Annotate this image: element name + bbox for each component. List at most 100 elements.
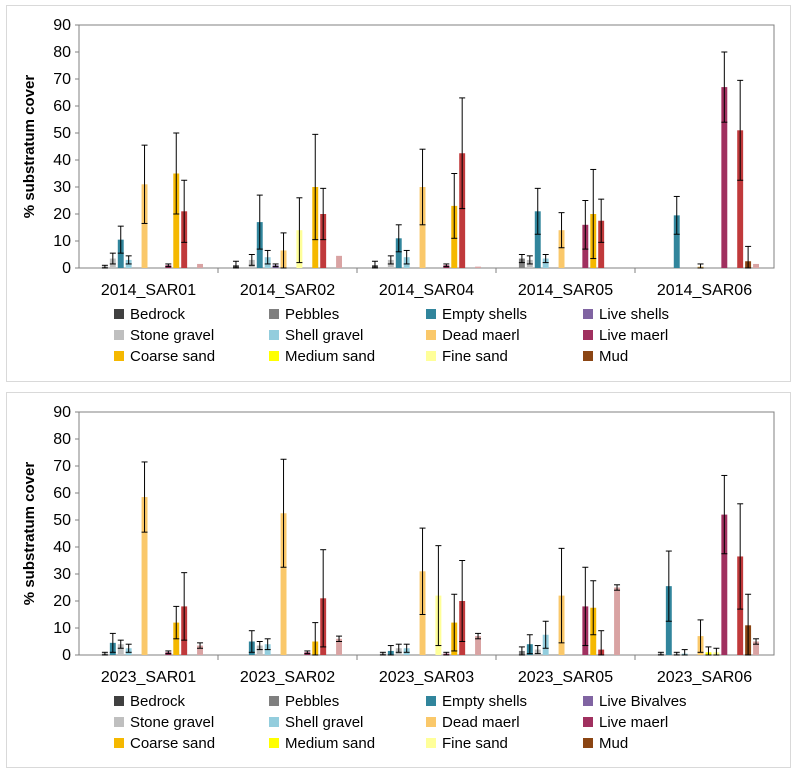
- chart-panel-2014: 0 10 20 30 40 50 60 70 80 90 % substratum cover 201…: [6, 5, 791, 382]
- legend-label: Mud: [599, 348, 628, 365]
- y-tick-label: 90: [53, 17, 71, 34]
- y-tick-label: 10: [53, 620, 71, 637]
- legend-label: Fine sand: [442, 348, 508, 365]
- legend-label: Pebbles: [285, 306, 339, 323]
- legend-label: Medium sand: [285, 348, 375, 365]
- bar: [197, 263, 203, 268]
- y-tick-label: 70: [53, 458, 71, 475]
- legend-label: Live maerl: [599, 327, 668, 344]
- x-tick-label: 2014_SAR06: [657, 282, 752, 299]
- legend-swatch: [583, 696, 593, 706]
- bar: [518, 258, 525, 268]
- legend-swatch: [583, 351, 593, 361]
- y-tick-label: 10: [53, 233, 71, 250]
- legend-swatch: [114, 330, 124, 340]
- legend-label: Stone gravel: [130, 714, 214, 731]
- legend-label: Live shells: [599, 306, 669, 323]
- bar: [737, 130, 744, 268]
- legend-label: Bedrock: [130, 693, 186, 710]
- bar: [173, 173, 180, 268]
- bar: [475, 636, 481, 655]
- legend-label: Bedrock: [130, 306, 186, 323]
- legend-label: Empty shells: [442, 306, 527, 323]
- y-tick-label: 20: [53, 593, 71, 610]
- legend-swatch: [269, 738, 279, 748]
- legend-swatch: [114, 696, 124, 706]
- y-axis-label: % substratum cover: [21, 462, 38, 606]
- legend-swatch: [426, 351, 436, 361]
- legend-label: Medium sand: [285, 735, 375, 752]
- legend-label: Pebbles: [285, 693, 339, 710]
- x-tick-label: 2023_SAR02: [240, 669, 335, 686]
- legend-label: Dead maerl: [442, 714, 520, 731]
- y-tick-label: 0: [62, 260, 71, 277]
- y-tick-label: 80: [53, 431, 71, 448]
- x-tick-label: 2023_SAR06: [657, 669, 752, 686]
- chart-2023: 0 10 20 30 40 50 60 70 80 90 % substratum cover 202…: [21, 404, 775, 752]
- y-tick-label: 70: [53, 71, 71, 88]
- bar: [395, 238, 402, 268]
- legend-swatch: [583, 717, 593, 727]
- y-tick-label: 20: [53, 206, 71, 223]
- legend-label: Shell gravel: [285, 327, 363, 344]
- legend-swatch: [114, 351, 124, 361]
- legend-label: Shell gravel: [285, 714, 363, 731]
- bar: [614, 587, 620, 655]
- legend-label: Mud: [599, 735, 628, 752]
- bar: [320, 214, 327, 268]
- bar: [459, 153, 466, 268]
- bar: [721, 87, 728, 268]
- legend-swatch: [426, 330, 436, 340]
- legend-label: Empty shells: [442, 693, 527, 710]
- y-tick-label: 30: [53, 179, 71, 196]
- y-tick-label: 50: [53, 512, 71, 529]
- y-tick-label: 90: [53, 404, 71, 421]
- legend-swatch: [583, 330, 593, 340]
- legend-swatch: [426, 717, 436, 727]
- x-tick-label: 2023_SAR05: [518, 669, 613, 686]
- y-tick-label: 60: [53, 98, 71, 115]
- legend-swatch: [269, 717, 279, 727]
- bar: [598, 220, 605, 268]
- bar: [197, 645, 203, 655]
- legend-swatch: [426, 738, 436, 748]
- legend-label: Fine sand: [442, 735, 508, 752]
- y-tick-label: 60: [53, 485, 71, 502]
- bar: [141, 184, 148, 268]
- x-tick-label: 2023_SAR01: [101, 669, 196, 686]
- legend-swatch: [114, 738, 124, 748]
- bar: [419, 187, 426, 268]
- bar: [753, 641, 759, 655]
- bar: [141, 497, 148, 655]
- bar: [117, 644, 124, 655]
- y-tick-label: 0: [62, 647, 71, 664]
- bar: [336, 638, 342, 655]
- bar: [558, 230, 565, 268]
- chart-panel-2023: 0 10 20 30 40 50 60 70 80 90 % substratum cover 202…: [6, 392, 791, 768]
- legend-label: Stone gravel: [130, 327, 214, 344]
- x-tick-label: 2014_SAR02: [240, 282, 335, 299]
- legend-swatch: [426, 696, 436, 706]
- legend-swatch: [583, 738, 593, 748]
- y-tick-label: 80: [53, 44, 71, 61]
- bar: [336, 255, 342, 268]
- legend-label: Coarse sand: [130, 735, 215, 752]
- y-tick-label: 40: [53, 152, 71, 169]
- y-tick-label: 50: [53, 125, 71, 142]
- legend-swatch: [269, 351, 279, 361]
- legend-swatch: [269, 309, 279, 319]
- x-tick-label: 2014_SAR04: [379, 282, 474, 299]
- y-tick-label: 40: [53, 539, 71, 556]
- chart-2014: 0 10 20 30 40 50 60 70 80 90 % substratum cover 201…: [21, 17, 775, 365]
- legend-swatch: [114, 717, 124, 727]
- y-axis-label: % substratum cover: [21, 75, 38, 219]
- x-tick-label: 2014_SAR05: [518, 282, 613, 299]
- legend-label: Dead maerl: [442, 327, 520, 344]
- legend-label: Coarse sand: [130, 348, 215, 365]
- x-tick-label: 2023_SAR03: [379, 669, 474, 686]
- bar: [542, 258, 549, 268]
- y-tick-label: 30: [53, 566, 71, 583]
- bar: [475, 266, 481, 268]
- legend-label: Live maerl: [599, 714, 668, 731]
- bar: [673, 215, 680, 268]
